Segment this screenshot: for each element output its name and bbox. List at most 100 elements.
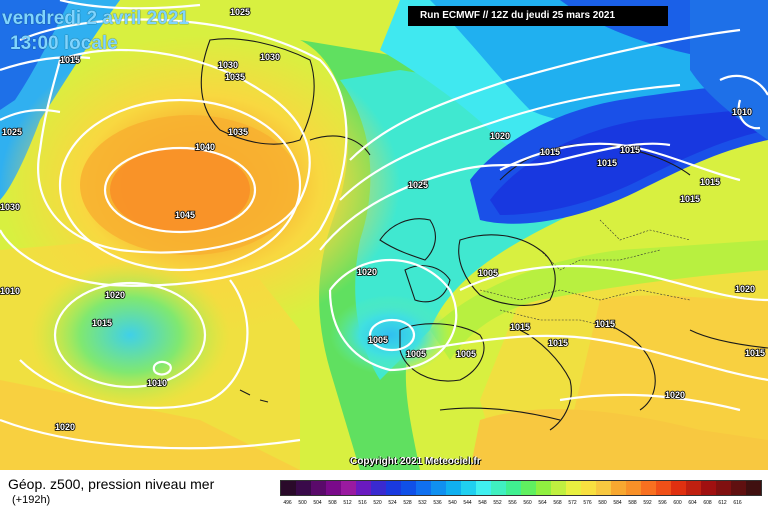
borders — [479, 219, 691, 331]
weather-map: 1025 1015 1025 1030 1030 1035 1035 1040 … — [0, 0, 768, 470]
color-swatch — [536, 481, 551, 495]
color-swatch — [686, 481, 701, 495]
isobar-label: 1035 — [225, 72, 245, 82]
color-swatch — [746, 481, 761, 495]
color-scale-tick: 548 — [478, 500, 487, 506]
isobar-label: 1015 — [700, 177, 720, 187]
color-scale-tick: 560 — [523, 500, 532, 506]
isobar-label: 1040 — [195, 142, 215, 152]
color-swatch — [431, 481, 446, 495]
color-scale-tick: 568 — [553, 500, 562, 506]
color-swatch — [311, 481, 326, 495]
color-swatch — [596, 481, 611, 495]
isobar-label: 1020 — [357, 267, 377, 277]
color-swatch — [611, 481, 626, 495]
color-scale-tick: 580 — [598, 500, 607, 506]
color-swatch — [551, 481, 566, 495]
color-swatch — [326, 481, 341, 495]
color-swatch — [281, 481, 296, 495]
isobar-label: 1015 — [597, 158, 617, 168]
legend-panel: Géop. z500, pression niveau mer (+192h) … — [0, 470, 768, 512]
color-scale-tick: 508 — [328, 500, 337, 506]
color-scale-tick: 556 — [508, 500, 517, 506]
isobar-label: 1010 — [0, 286, 20, 296]
isobar-label: 1015 — [92, 318, 112, 328]
color-scale-tick: 588 — [628, 500, 637, 506]
color-swatch — [491, 481, 506, 495]
isobar-label: 1025 — [408, 180, 428, 190]
forecast-time: 13:00 locale — [10, 33, 118, 54]
color-swatch — [476, 481, 491, 495]
color-swatch — [386, 481, 401, 495]
color-scale-tick: 616 — [733, 500, 742, 506]
color-scale-tick: 552 — [493, 500, 502, 506]
color-swatch — [371, 481, 386, 495]
color-swatch — [341, 481, 356, 495]
color-scale-tick: 516 — [358, 500, 367, 506]
color-swatch — [401, 481, 416, 495]
isobar-label: 1025 — [230, 7, 250, 17]
map-canvas: 1025 1015 1025 1030 1030 1035 1035 1040 … — [0, 0, 768, 470]
legend-subtitle: (+192h) — [12, 494, 51, 506]
copyright: Copyright 2021 Meteociel.fr — [350, 456, 481, 467]
color-swatch — [461, 481, 476, 495]
color-swatch — [671, 481, 686, 495]
forecast-date: vendredi 2 avril 2021 — [2, 8, 189, 29]
color-swatch — [716, 481, 731, 495]
color-scale — [280, 480, 762, 496]
color-scale-tick: 608 — [703, 500, 712, 506]
isobar-label: 1020 — [735, 284, 755, 294]
isobar-label: 1015 — [680, 194, 700, 204]
color-swatch — [581, 481, 596, 495]
color-scale-tick: 612 — [718, 500, 727, 506]
color-scale-tick: 520 — [373, 500, 382, 506]
color-scale-tick: 496 — [283, 500, 292, 506]
isobar-label: 1015 — [540, 147, 560, 157]
color-scale-tick: 512 — [343, 500, 352, 506]
color-scale-tick: 524 — [388, 500, 397, 506]
color-scale-tick: 528 — [403, 500, 412, 506]
run-info: Run ECMWF // 12Z du jeudi 25 mars 2021 — [408, 6, 668, 26]
color-scale-tick: 596 — [658, 500, 667, 506]
isobar-label: 1015 — [60, 55, 80, 65]
isobar-label: 1030 — [218, 60, 238, 70]
color-scale-tick: 544 — [463, 500, 472, 506]
isobar-label: 1010 — [147, 378, 167, 388]
color-scale-tick: 604 — [688, 500, 697, 506]
isobar-label: 1015 — [620, 145, 640, 155]
color-scale-tick: 572 — [568, 500, 577, 506]
isobar-label: 1010 — [732, 107, 752, 117]
color-swatch — [506, 481, 521, 495]
color-swatch — [356, 481, 371, 495]
isobars — [0, 0, 768, 450]
color-swatch — [446, 481, 461, 495]
isobar-label: 1030 — [0, 202, 20, 212]
color-swatch — [566, 481, 581, 495]
color-scale-tick: 500 — [298, 500, 307, 506]
isobar-label: 1020 — [55, 422, 75, 432]
color-scale-tick: 564 — [538, 500, 547, 506]
color-scale-tick: 532 — [418, 500, 427, 506]
isobar-label: 1015 — [745, 348, 765, 358]
color-swatch — [521, 481, 536, 495]
color-swatch — [296, 481, 311, 495]
color-swatch — [731, 481, 746, 495]
color-scale-tick: 540 — [448, 500, 457, 506]
legend-title: Géop. z500, pression niveau mer — [8, 476, 215, 492]
isobar-label: 1020 — [665, 390, 685, 400]
color-swatch — [641, 481, 656, 495]
isobar-label: 1045 — [175, 210, 195, 220]
isobar-labels: 1025 1015 1025 1030 1030 1035 1035 1040 … — [0, 6, 766, 433]
isobar-label: 1005 — [456, 349, 476, 359]
isobar-label: 1035 — [228, 127, 248, 137]
isobar-label: 1020 — [490, 131, 510, 141]
isobar-label: 1030 — [260, 52, 280, 62]
isobar-label: 1015 — [510, 322, 530, 332]
color-swatch — [416, 481, 431, 495]
color-scale-tick: 576 — [583, 500, 592, 506]
color-scale-tick: 536 — [433, 500, 442, 506]
isobar-label: 1005 — [478, 268, 498, 278]
isobar-label: 1015 — [595, 319, 615, 329]
isobar-label: 1025 — [2, 127, 22, 137]
color-scale-tick: 600 — [673, 500, 682, 506]
